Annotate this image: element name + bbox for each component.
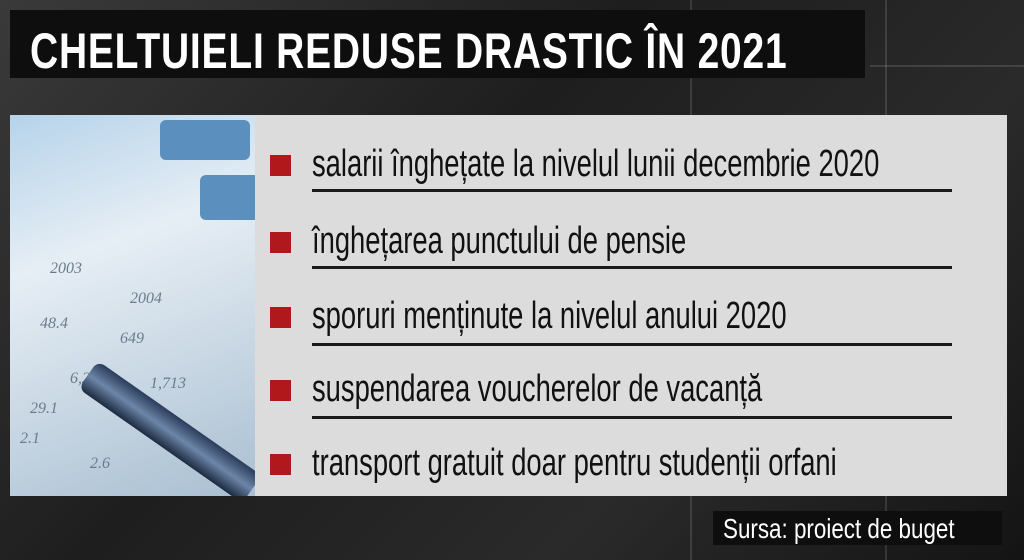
divider [312,416,952,419]
list-item-text: transport gratuit doar pentru studenții … [312,442,837,484]
bullet-square-icon [270,454,291,475]
calculator-key [160,120,250,160]
page-title: CHELTUIELI REDUSE DRASTIC ÎN 2021 [30,23,788,79]
table-number: 29.1 [30,400,58,417]
table-number: 2.6 [90,455,110,472]
background-streak [870,65,1024,67]
list-item-text: înghețarea punctului de pensie [312,220,687,262]
table-number: 2004 [130,290,162,307]
list-item-text: sporuri menținute la nivelul anului 2020 [312,295,787,337]
divider [312,266,952,269]
bullet-square-icon [270,307,291,328]
table-number: 48.4 [40,315,68,332]
table-number: 1,713 [150,375,186,392]
bullet-square-icon [270,232,291,253]
divider [312,343,952,346]
info-panel: 2003 2004 48.4 649 6,204 1,713 29.1 2.1 … [10,115,1007,496]
divider [312,189,952,192]
title-banner: CHELTUIELI REDUSE DRASTIC ÎN 2021 [10,10,865,79]
list-item-text: salarii înghețate la nivelul lunii decem… [312,143,880,185]
source-caption: Sursa: proiect de buget [713,511,1002,545]
table-number: 2.1 [20,430,40,447]
table-number: 649 [120,330,144,347]
calculator-pen-photo: 2003 2004 48.4 649 6,204 1,713 29.1 2.1 … [10,115,255,496]
list-item-text: suspendarea voucherelor de vacanță [312,368,763,410]
bullet-square-icon [270,380,291,401]
bullet-square-icon [270,155,291,176]
source-text: Sursa: proiect de buget [723,513,955,544]
calculator-key [200,175,255,220]
table-number: 2003 [50,260,82,277]
